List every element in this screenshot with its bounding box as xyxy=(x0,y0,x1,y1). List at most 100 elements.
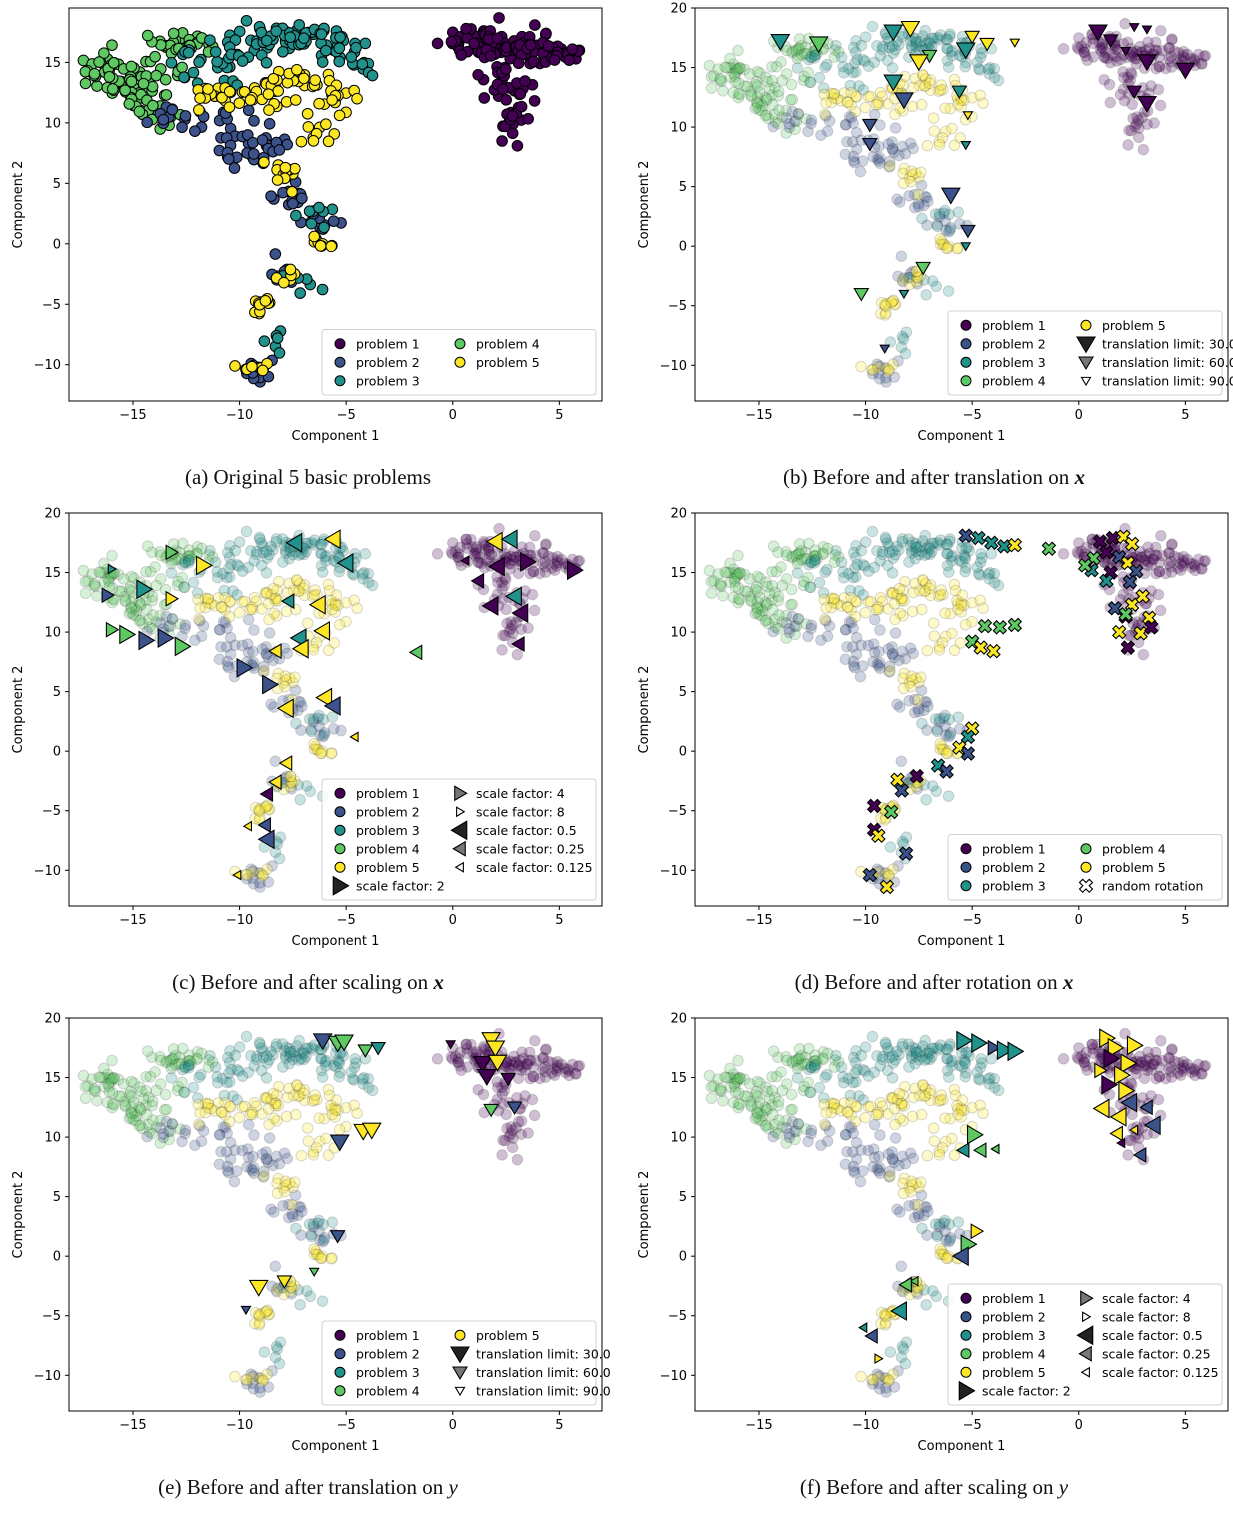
base-point xyxy=(715,1085,728,1098)
base-point xyxy=(248,1167,260,1180)
base-point xyxy=(308,743,321,756)
base-point xyxy=(871,545,883,557)
legend-marker xyxy=(960,1329,972,1341)
transformed-point xyxy=(890,772,905,788)
transformed-point xyxy=(871,828,886,844)
base-point xyxy=(316,1071,329,1083)
transformed-point xyxy=(334,1034,354,1052)
base-point xyxy=(295,724,307,736)
base-point xyxy=(919,1034,931,1047)
base-point xyxy=(256,134,269,146)
base-point xyxy=(796,49,808,61)
base-point xyxy=(510,1122,523,1134)
base-point xyxy=(1145,1064,1157,1076)
base-point xyxy=(291,574,303,587)
base-point xyxy=(480,554,493,566)
base-point xyxy=(712,568,724,580)
base-point xyxy=(507,1132,519,1145)
base-point xyxy=(750,583,762,596)
base-point xyxy=(192,1098,205,1111)
transformed-point xyxy=(992,620,1008,635)
base-point xyxy=(1109,43,1122,56)
base-point xyxy=(250,548,263,561)
legend-label: problem 3 xyxy=(982,1328,1046,1343)
base-point xyxy=(471,547,483,560)
transformed-point xyxy=(138,630,156,651)
base-point xyxy=(224,540,236,552)
y-tick-label: −10 xyxy=(660,1369,687,1384)
base-point xyxy=(165,557,178,570)
base-point xyxy=(1168,1055,1181,1068)
base-point xyxy=(855,1144,867,1156)
base-point xyxy=(170,1059,182,1071)
base-point xyxy=(811,1057,823,1070)
base-point xyxy=(1094,43,1106,55)
base-point xyxy=(874,1060,887,1072)
base-point xyxy=(825,592,838,605)
transformed-point xyxy=(1137,95,1157,113)
base-point xyxy=(977,1107,989,1120)
base-point xyxy=(732,1072,744,1085)
base-point xyxy=(715,580,728,593)
base-point xyxy=(317,1218,329,1231)
base-point xyxy=(831,92,843,105)
base-point xyxy=(931,1228,943,1241)
base-point xyxy=(848,661,861,674)
base-point xyxy=(918,199,930,212)
base-point xyxy=(279,161,292,174)
transformed-point xyxy=(165,544,180,561)
base-point xyxy=(327,215,340,227)
base-point xyxy=(859,55,871,67)
base-point xyxy=(790,44,803,57)
base-point xyxy=(733,567,746,579)
base-point xyxy=(842,96,854,109)
base-point xyxy=(478,92,491,104)
base-point xyxy=(769,116,782,128)
base-point xyxy=(792,555,804,567)
base-point xyxy=(868,561,881,574)
base-point xyxy=(874,624,886,636)
base-point xyxy=(871,1050,883,1062)
legend-marker xyxy=(1080,843,1092,855)
base-point xyxy=(284,1046,297,1059)
base-point xyxy=(959,60,972,73)
y-tick-label: 10 xyxy=(44,116,61,131)
legend-marker xyxy=(456,806,466,818)
base-point xyxy=(569,1067,582,1080)
base-point xyxy=(325,747,338,760)
base-point xyxy=(278,1045,291,1057)
base-point xyxy=(886,40,899,52)
base-point xyxy=(943,225,955,238)
base-point xyxy=(249,1306,262,1319)
base-point xyxy=(215,1145,227,1158)
base-point xyxy=(896,330,909,343)
base-point xyxy=(222,153,235,165)
base-point xyxy=(983,68,995,80)
base-point xyxy=(871,358,883,370)
base-point xyxy=(103,1073,115,1086)
base-point xyxy=(261,552,274,564)
base-point xyxy=(792,1060,804,1072)
legend-marker xyxy=(1076,1325,1094,1346)
base-point xyxy=(1192,553,1205,566)
base-point xyxy=(247,865,260,877)
base-point xyxy=(253,1319,265,1331)
transformed-point xyxy=(329,1134,350,1152)
base-point xyxy=(820,601,832,614)
base-point xyxy=(88,579,100,592)
base-point xyxy=(876,1053,889,1066)
legend-marker xyxy=(454,785,468,802)
base-point xyxy=(133,615,146,627)
base-point xyxy=(313,720,325,732)
base-point xyxy=(955,1104,968,1117)
base-point xyxy=(872,361,884,373)
base-point xyxy=(896,533,909,545)
y-tick-label: 10 xyxy=(44,1131,61,1146)
base-point xyxy=(259,586,272,599)
base-point xyxy=(307,135,320,147)
base-point xyxy=(326,747,338,759)
base-point xyxy=(951,242,964,255)
base-point xyxy=(739,80,751,92)
base-point xyxy=(356,58,369,70)
